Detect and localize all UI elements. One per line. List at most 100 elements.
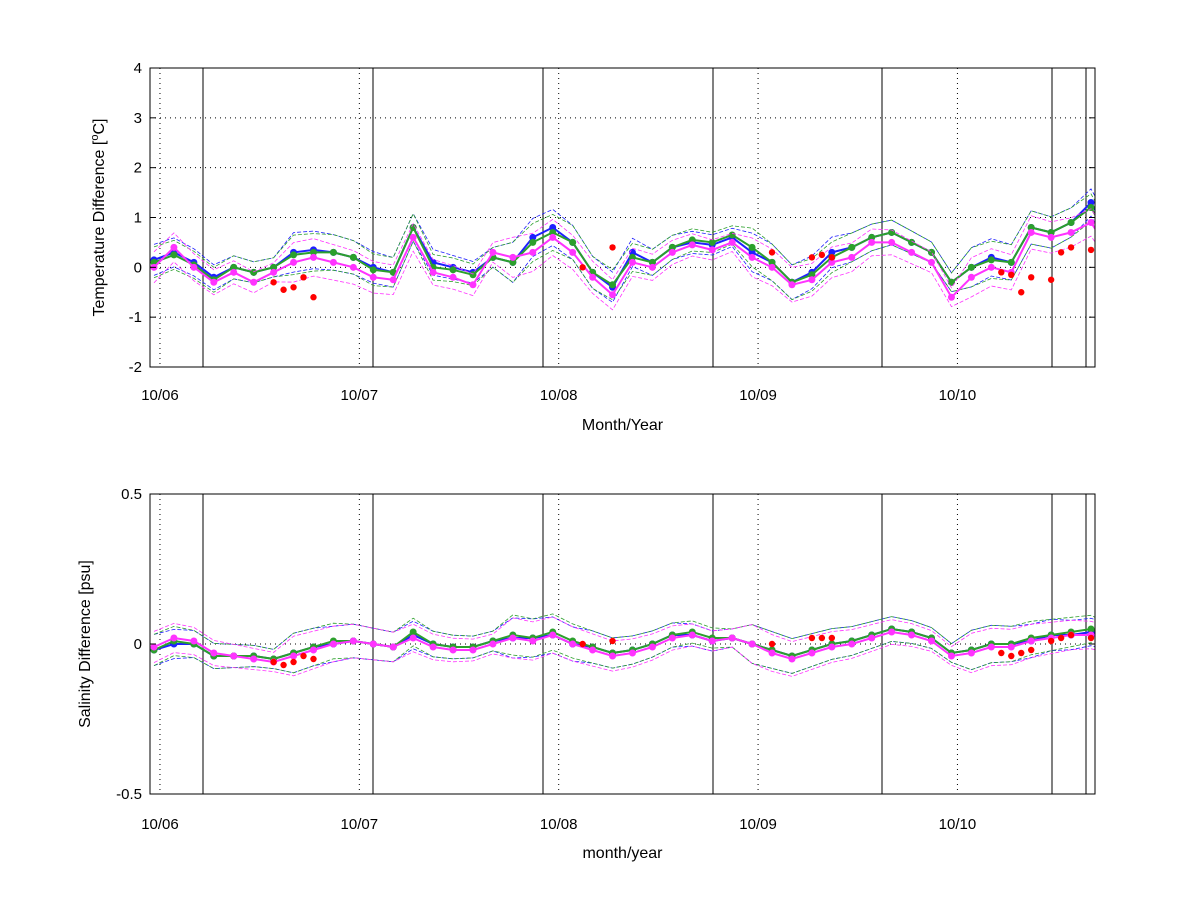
data-point — [1008, 271, 1015, 279]
data-point — [828, 258, 836, 266]
data-point — [309, 253, 317, 261]
data-point — [589, 646, 597, 654]
data-point — [808, 271, 816, 279]
data-point — [668, 634, 676, 642]
data-point — [628, 253, 636, 261]
data-point — [329, 640, 337, 648]
data-point — [230, 268, 238, 276]
data-point — [1107, 249, 1114, 256]
data-point — [967, 273, 975, 281]
data-point — [309, 646, 317, 654]
data-point — [489, 640, 497, 648]
data-point — [1098, 249, 1104, 255]
data-point — [888, 238, 896, 246]
data-point — [848, 243, 856, 251]
x-tick-label: 10/10 — [939, 387, 977, 404]
data-point — [768, 258, 776, 266]
data-point — [549, 233, 557, 241]
data-point — [1107, 234, 1114, 241]
series-envelope-lower — [153, 640, 1095, 674]
data-point — [648, 258, 656, 266]
data-point — [1067, 228, 1075, 236]
grid-lines — [150, 494, 1095, 794]
data-point — [1128, 274, 1134, 280]
data-point — [1147, 638, 1154, 645]
data-point — [609, 281, 617, 289]
y-axis-title-text: Temperature Difference [ — [91, 140, 108, 316]
data-point — [1108, 264, 1114, 270]
data-point — [389, 643, 397, 651]
data-point — [349, 637, 357, 645]
data-point — [589, 273, 597, 281]
data-point — [270, 263, 278, 271]
data-point — [369, 266, 377, 274]
data-point — [1127, 641, 1134, 648]
data-point — [569, 238, 577, 246]
data-point — [429, 268, 437, 276]
data-point — [808, 254, 816, 261]
x-tick-label: 10/06 — [141, 387, 179, 404]
data-point — [290, 258, 298, 266]
y-tick-label: 3 — [134, 110, 142, 127]
data-point — [1047, 233, 1055, 241]
y-tick-label: 2 — [134, 160, 142, 177]
data-point — [788, 281, 796, 289]
data-point — [529, 233, 537, 241]
data-point — [150, 643, 158, 651]
data-point — [1118, 641, 1124, 647]
data-point — [1067, 244, 1075, 251]
data-point — [309, 248, 317, 256]
series-envelope-upper — [153, 208, 1095, 289]
y-axis-title-unit: C] — [91, 119, 108, 135]
data-point — [529, 248, 537, 256]
data-point — [967, 263, 975, 271]
y-tick-label: -0.5 — [116, 786, 142, 803]
data-point — [290, 284, 297, 291]
data-point — [987, 256, 995, 264]
data-point — [828, 248, 836, 256]
data-point — [170, 243, 178, 251]
data-point — [549, 223, 557, 231]
y-tick-label: 1 — [134, 210, 142, 227]
data-point — [1147, 254, 1154, 261]
x-tick-label: 10/08 — [540, 816, 578, 833]
data-point — [828, 254, 836, 261]
data-point — [349, 263, 357, 271]
series-envelope-lower — [153, 643, 1095, 677]
series-envelope-upper — [153, 188, 1095, 274]
data-point — [1067, 631, 1075, 639]
series-envelope-upper — [153, 193, 1095, 274]
data-point — [808, 649, 816, 657]
series-envelope-lower — [153, 235, 1095, 311]
data-point — [170, 634, 178, 642]
data-point — [1008, 652, 1015, 660]
data-point — [828, 634, 836, 642]
data-point — [409, 233, 417, 241]
data-point — [549, 631, 557, 639]
data-point — [250, 655, 258, 663]
data-point — [1087, 218, 1095, 226]
data-point — [300, 652, 307, 660]
data-point — [290, 251, 298, 259]
data-point — [668, 248, 676, 256]
data-point — [1057, 249, 1065, 256]
vertical-markers — [202, 68, 1087, 367]
data-point — [170, 251, 178, 259]
data-point — [549, 228, 557, 236]
series-envelope-lower — [153, 215, 1095, 303]
data-point — [609, 291, 617, 299]
data-point — [489, 248, 497, 256]
axes-frame — [149, 67, 1096, 368]
data-point — [310, 294, 317, 301]
data-point — [1098, 638, 1104, 644]
data-point — [868, 238, 876, 246]
data-point — [1147, 274, 1154, 281]
y-axis-title: Temperature Difference [oC] — [89, 119, 108, 317]
data-point — [230, 263, 238, 271]
data-point — [748, 248, 756, 256]
grid-lines — [150, 68, 1095, 367]
data-point — [469, 281, 477, 289]
data-point — [250, 278, 258, 286]
data-point — [1018, 289, 1025, 296]
